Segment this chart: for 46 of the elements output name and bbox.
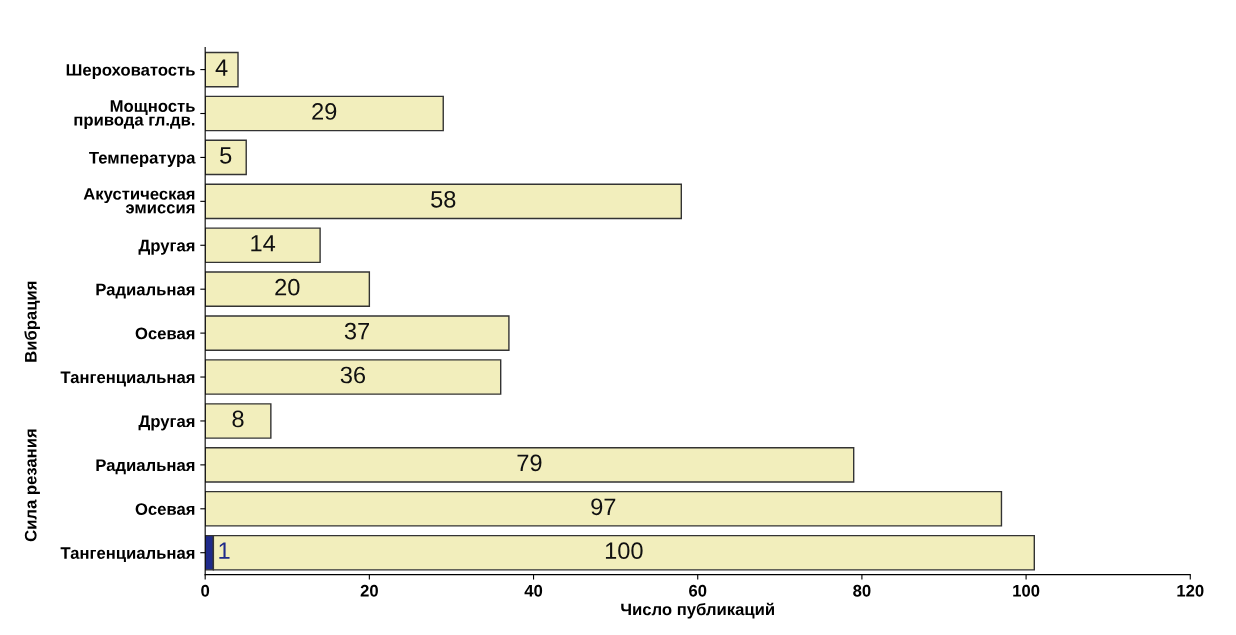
y-tick-label: Мощность привода гл.дв. xyxy=(74,100,195,129)
x-tick-label: 0 xyxy=(201,584,210,597)
x-tick-label: 80 xyxy=(853,584,871,597)
x-axis-title: Число публикаций xyxy=(621,602,774,619)
bar xyxy=(205,227,321,264)
bar xyxy=(205,359,502,395)
y-tick-label: Радиальная xyxy=(96,283,195,299)
data-label: 5 xyxy=(220,147,232,164)
data-label: 4 xyxy=(215,59,228,76)
data-label: 36 xyxy=(340,366,366,384)
data-label: 14 xyxy=(251,235,276,252)
data-label: 100 xyxy=(605,542,643,560)
x-tick-label: 120 xyxy=(1177,584,1204,597)
data-label: 1 xyxy=(219,542,230,559)
text: Вибрация xyxy=(24,281,40,362)
bar xyxy=(205,139,247,176)
y-tick-label: Тангенциальная xyxy=(60,547,195,563)
bar xyxy=(205,315,510,351)
bar xyxy=(205,403,272,439)
data-label: 20 xyxy=(275,278,300,296)
y-tick-label: Осевая xyxy=(135,503,195,515)
y-tick-label: Акустическая эмиссия xyxy=(83,188,195,214)
x-tick-label: 100 xyxy=(1013,584,1040,597)
data-label: 97 xyxy=(591,498,616,516)
y-tick-label: Осевая xyxy=(135,327,195,340)
bar xyxy=(205,490,1003,527)
y-tick-label: Температура xyxy=(89,152,196,167)
data-label: 8 xyxy=(232,410,244,428)
y-tick-label: Другая xyxy=(138,239,195,255)
bar xyxy=(205,447,855,483)
x-tick-label: 60 xyxy=(689,584,707,597)
bar xyxy=(205,95,444,132)
y-tick-label: Шероховатость xyxy=(66,64,195,80)
y-tick-label: Тангенциальная xyxy=(60,371,195,387)
bar xyxy=(205,51,239,88)
text: Сила резания xyxy=(24,429,40,542)
bar xyxy=(205,271,371,308)
bar xyxy=(205,183,682,220)
y-tick-label: Радиальная xyxy=(96,459,195,475)
data-label: 29 xyxy=(312,103,337,120)
data-label: 37 xyxy=(344,322,369,340)
data-label: 58 xyxy=(431,190,456,208)
x-tick-label: 20 xyxy=(360,584,378,597)
x-tick-label: 40 xyxy=(524,584,543,597)
data-label: 79 xyxy=(517,454,542,472)
y-tick-label: Другая xyxy=(138,415,195,431)
